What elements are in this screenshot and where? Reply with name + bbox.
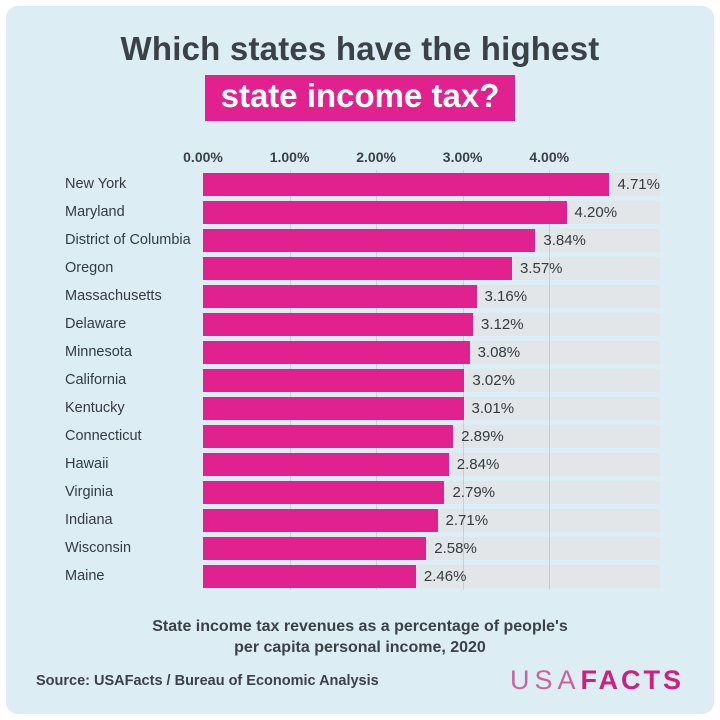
value-label: 3.01% [471, 399, 515, 417]
chart-row: Minnesota 3.08% [65, 338, 714, 366]
value-label: 2.58% [434, 539, 477, 557]
chart-row: New York 4.71% [65, 170, 714, 198]
usafacts-logo: USAFACTS [510, 665, 684, 696]
x-axis-tick-label: 0.00% [183, 149, 223, 165]
page-title-highlight-wrap: state income tax? [6, 75, 714, 121]
bar-track: 3.02% [203, 368, 660, 392]
chart-row: Hawaii 2.84% [65, 450, 714, 478]
bar [203, 396, 464, 420]
bar [203, 200, 567, 224]
chart-row: Oregon 3.57% [65, 254, 714, 282]
value-label: 4.20% [574, 203, 618, 221]
usafacts-logo-facts: FACTS [580, 665, 684, 695]
chart-row: Virginia 2.79% [65, 478, 714, 506]
state-label: Kentucky [65, 400, 125, 416]
bar [203, 228, 536, 252]
bar [203, 480, 445, 504]
usafacts-logo-usa: USA [509, 665, 581, 695]
x-axis-tick-label: 1.00% [269, 149, 310, 165]
state-label: Connecticut [65, 428, 142, 444]
x-axis-tick-label: 4.00% [529, 149, 570, 165]
state-label: District of Columbia [65, 232, 191, 248]
bar-track: 3.12% [203, 312, 660, 336]
value-label: 2.79% [452, 483, 496, 501]
state-label: Massachusetts [65, 288, 162, 304]
bar-track: 4.20% [203, 200, 660, 224]
value-label: 2.89% [461, 427, 504, 445]
bar [203, 424, 454, 448]
chart-row: California 3.02% [65, 366, 714, 394]
bar [203, 508, 438, 532]
value-label: 3.16% [484, 287, 528, 305]
gridline [549, 170, 551, 590]
page-title-line1: Which states have the highest [120, 30, 600, 67]
value-label: 3.08% [477, 343, 521, 361]
x-axis-ticks: 0.00% 1.00% 2.00% 3.00% 4.00% [183, 149, 660, 167]
value-label: 2.84% [456, 455, 500, 473]
bar-chart: 0.00% 1.00% 2.00% 3.00% 4.00% New York 4.71%… [65, 149, 714, 590]
chart-row: Delaware 3.12% [65, 310, 714, 338]
state-label: Indiana [65, 512, 113, 528]
bar-track: 2.58% [203, 536, 660, 560]
chart-row: District of Columbia 3.84% [65, 226, 714, 254]
chart-row: Connecticut 2.89% [65, 422, 714, 450]
state-label: Delaware [65, 316, 127, 332]
bar [203, 172, 610, 196]
bar [203, 368, 465, 392]
value-label: 2.46% [423, 567, 467, 585]
chart-row: Maryland 4.20% [65, 198, 714, 226]
chart-row: Wisconsin 2.58% [65, 534, 714, 562]
chart-caption: State income tax revenues as a percentag… [6, 616, 714, 658]
value-label: 2.71% [445, 511, 489, 529]
state-label: Hawaii [65, 456, 109, 472]
footer: Source: USAFacts / Bureau of Economic An… [36, 665, 684, 696]
caption-line2: per capita personal income, 2020 [234, 639, 486, 656]
page-title-highlight: state income tax? [204, 75, 516, 121]
source-credit: Source: USAFacts / Bureau of Economic An… [36, 672, 379, 689]
state-label: New York [65, 176, 127, 192]
bar-track: 3.57% [203, 256, 660, 280]
bar-track: 3.16% [203, 284, 660, 308]
value-label: 3.12% [481, 315, 524, 333]
bar [203, 564, 416, 588]
state-label: Virginia [65, 484, 114, 500]
value-label: 3.57% [519, 259, 563, 277]
bar [203, 536, 427, 560]
bar-track: 3.01% [203, 396, 660, 420]
state-label: Minnesota [65, 344, 132, 360]
state-label: California [65, 372, 127, 388]
bar [203, 312, 474, 336]
x-axis-tick-label: 2.00% [356, 149, 396, 165]
bar-track: 3.08% [203, 340, 660, 364]
bar-track: 2.46% [203, 564, 660, 588]
chart-row: Maine 2.46% [65, 562, 714, 590]
bar-track: 2.79% [203, 480, 660, 504]
state-label: Wisconsin [65, 540, 132, 556]
chart-rows: New York 4.71% Maryland 4.20% District o… [65, 170, 714, 590]
bar [203, 452, 449, 476]
state-label: Maryland [65, 204, 125, 220]
bar-track: 2.84% [203, 452, 660, 476]
chart-row: Indiana 2.71% [65, 506, 714, 534]
bar-track: 2.71% [203, 508, 660, 532]
chart-rows-wrap: New York 4.71% Maryland 4.20% District o… [65, 170, 714, 590]
caption-line1: State income tax revenues as a percentag… [152, 618, 568, 635]
bar [203, 256, 512, 280]
bar [203, 340, 470, 364]
chart-row: Kentucky 3.01% [65, 394, 714, 422]
bar-track: 4.71% [203, 172, 660, 196]
infographic-card: Which states have the highest state inco… [6, 6, 714, 714]
x-axis-tick-label: 3.00% [442, 149, 483, 165]
bar-track: 3.84% [203, 228, 660, 252]
chart-row: Massachusetts 3.16% [65, 282, 714, 310]
value-label: 4.71% [617, 175, 660, 193]
value-label: 3.02% [472, 371, 515, 389]
bar [203, 284, 477, 308]
value-label: 3.84% [543, 231, 586, 249]
state-label: Oregon [65, 260, 114, 276]
state-label: Maine [65, 568, 105, 584]
bar-track: 2.89% [203, 424, 660, 448]
